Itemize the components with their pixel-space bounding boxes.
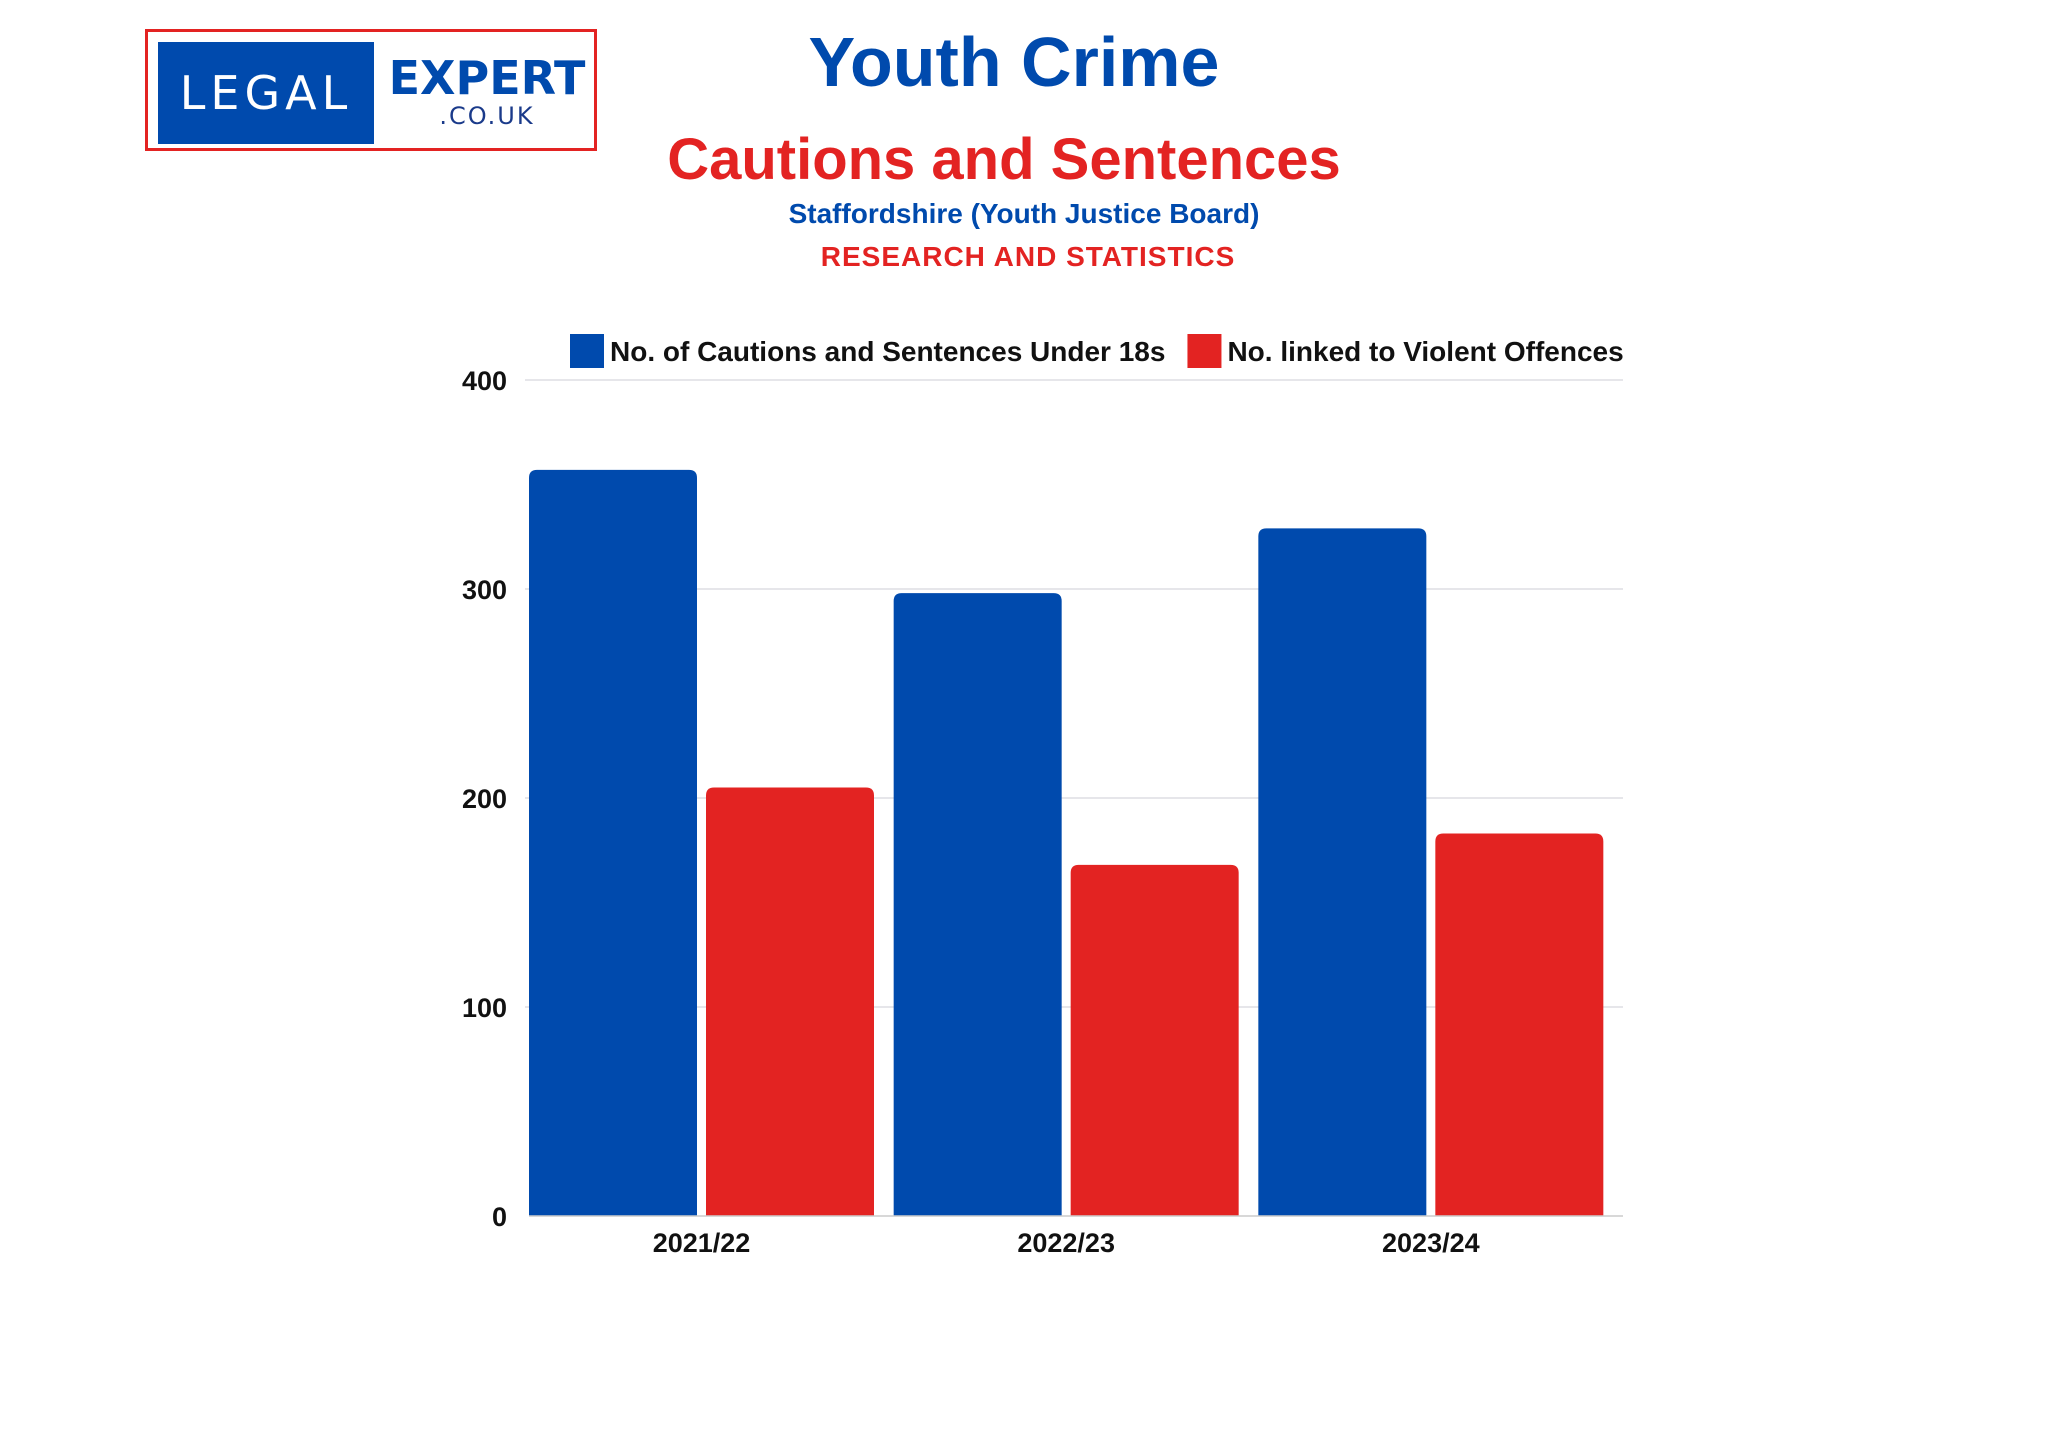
legal-expert-logo: LEGAL EXPERT .CO.UK — [145, 29, 597, 151]
y-tick-label: 200 — [462, 784, 507, 814]
logo-legal: LEGAL — [158, 42, 374, 144]
x-tick-label: 2021/22 — [653, 1228, 751, 1258]
bar-violent — [706, 787, 874, 1216]
y-tick-label: 300 — [462, 575, 507, 605]
logo-expert: EXPERT — [388, 51, 586, 105]
logo-right: EXPERT .CO.UK — [384, 54, 590, 130]
x-tick-label: 2023/24 — [1382, 1228, 1480, 1258]
y-tick-label: 400 — [462, 366, 507, 396]
bar-cautions — [1258, 528, 1427, 1216]
logo-domain: .CO.UK — [439, 102, 535, 130]
y-tick-label: 0 — [492, 1202, 507, 1232]
bar-cautions — [529, 469, 697, 1216]
chart-subtitle: Cautions and Sentences — [667, 127, 1341, 192]
legend-swatch — [570, 334, 604, 368]
chart-source: Staffordshire (Youth Justice Board) — [788, 198, 1260, 229]
chart-tagline: RESEARCH AND STATISTICS — [820, 241, 1236, 272]
legend-label: No. linked to Violent Offences — [1227, 336, 1623, 367]
x-tick-label: 2022/23 — [1017, 1228, 1115, 1258]
bar-cautions — [893, 593, 1062, 1216]
bar-violent — [1435, 833, 1604, 1216]
chart-title: Youth Crime — [808, 23, 1220, 101]
legend-label: No. of Cautions and Sentences Under 18s — [610, 336, 1165, 367]
bar-violent — [1070, 864, 1239, 1216]
legend-swatch — [1187, 334, 1222, 368]
y-tick-label: 100 — [462, 993, 507, 1023]
